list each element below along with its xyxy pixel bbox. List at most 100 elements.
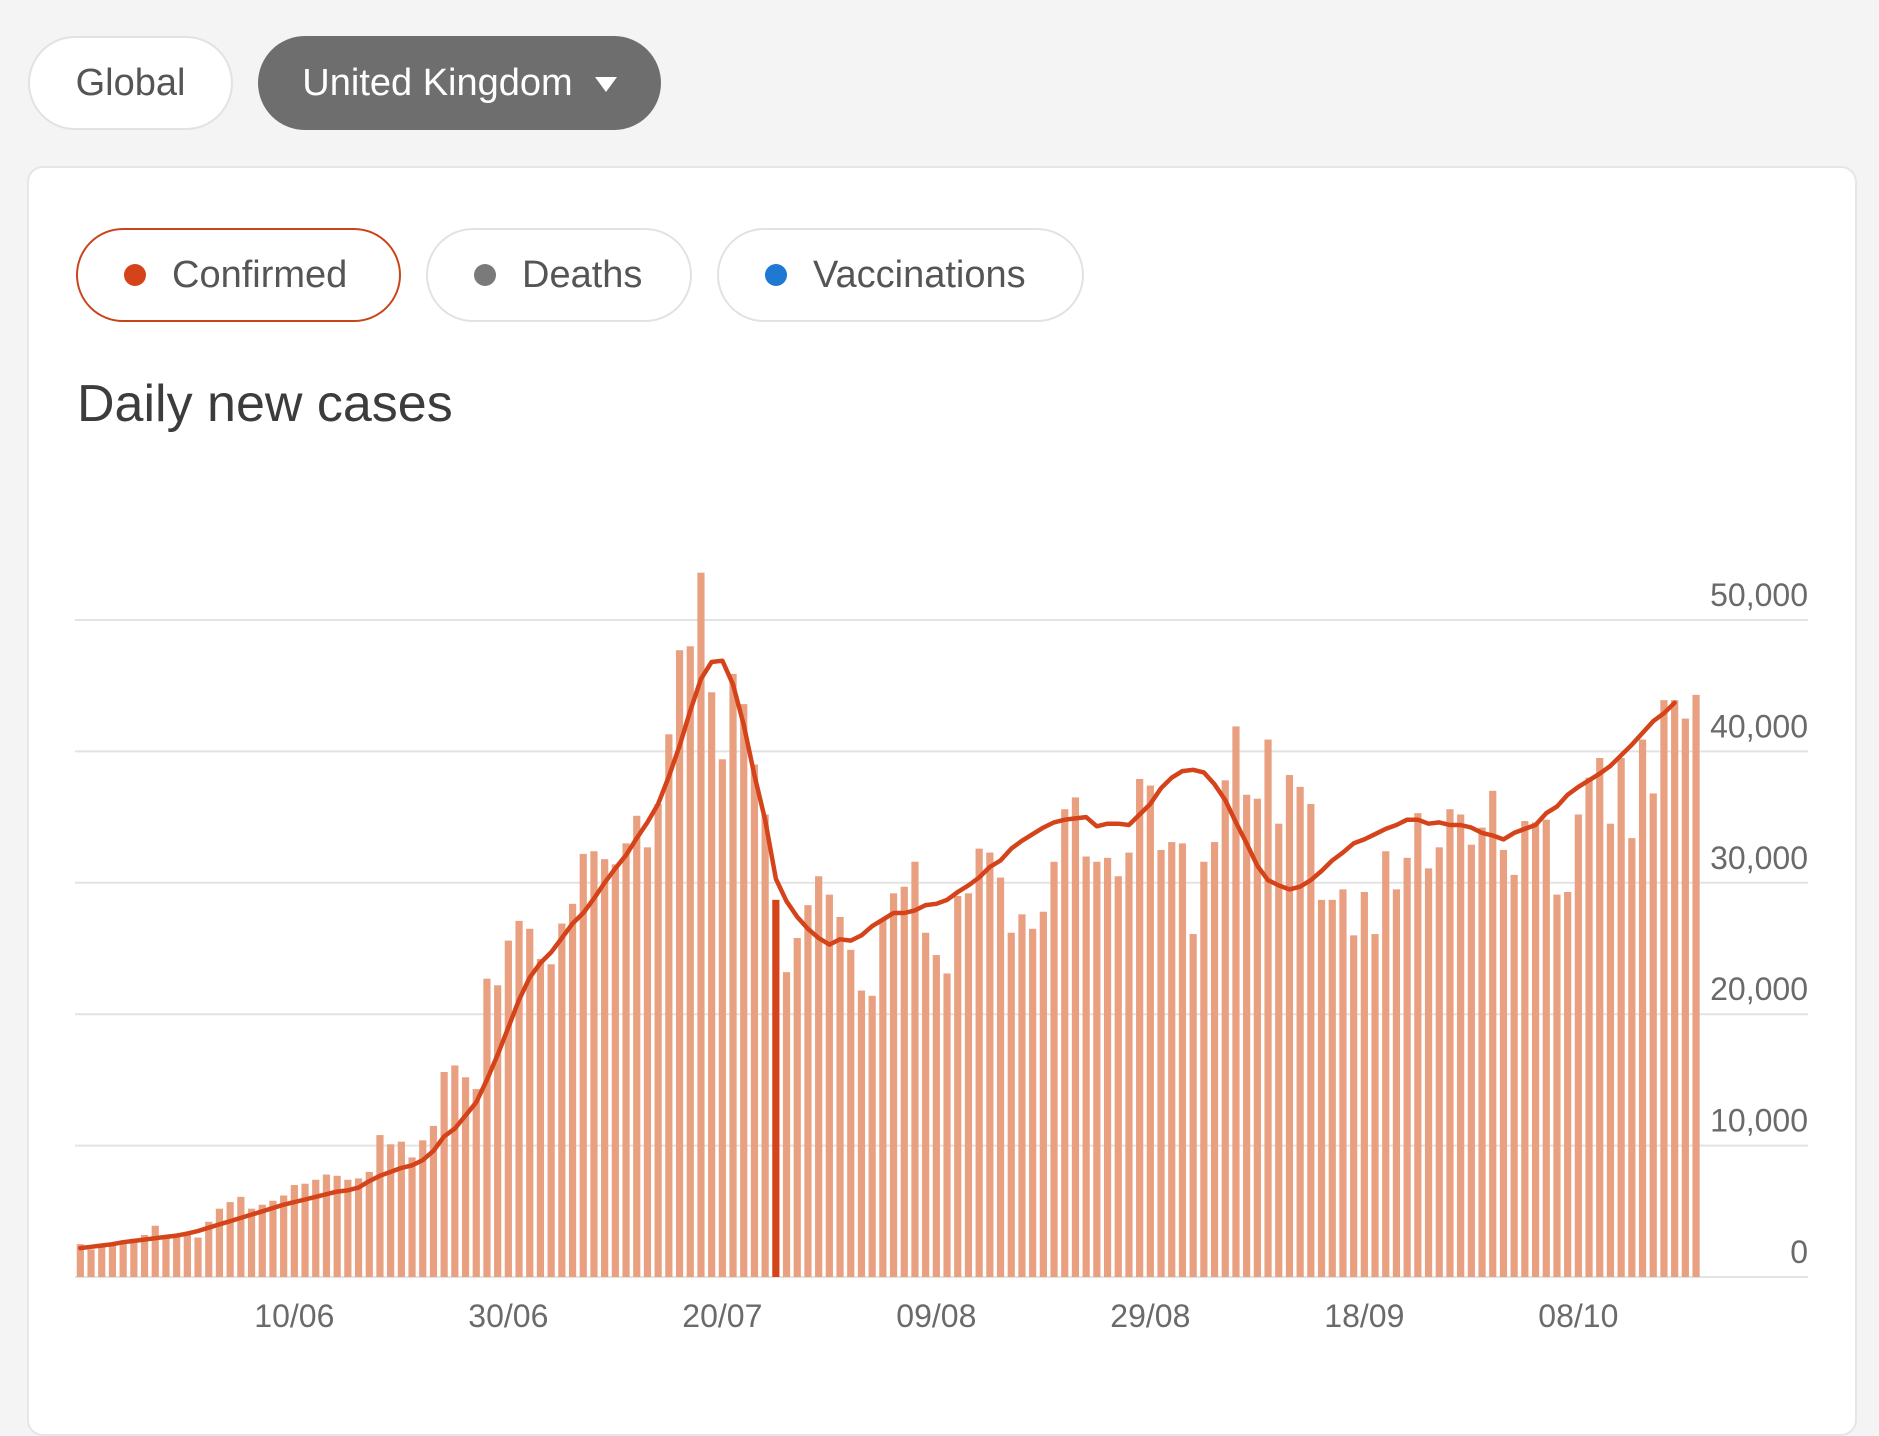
bar[interactable] (301, 1183, 309, 1277)
bar[interactable] (900, 886, 908, 1277)
bar[interactable] (665, 734, 673, 1277)
bar[interactable] (1168, 842, 1176, 1277)
bar[interactable] (1210, 842, 1219, 1277)
bar[interactable] (782, 972, 791, 1277)
bar[interactable] (376, 1135, 384, 1277)
bar[interactable] (547, 964, 555, 1277)
bar[interactable] (633, 815, 641, 1277)
bar[interactable] (1296, 786, 1304, 1277)
bar[interactable] (761, 814, 769, 1277)
bar[interactable] (344, 1179, 352, 1277)
bar[interactable] (1521, 821, 1529, 1277)
bar[interactable] (611, 864, 619, 1277)
bar[interactable] (1082, 856, 1090, 1277)
bar[interactable] (333, 1175, 341, 1277)
bar[interactable] (1660, 700, 1668, 1277)
bar[interactable] (1275, 823, 1283, 1277)
bar[interactable] (269, 1200, 277, 1277)
bar[interactable] (472, 1089, 480, 1277)
bar[interactable] (825, 894, 833, 1277)
bar[interactable] (1125, 852, 1133, 1277)
bar[interactable] (194, 1237, 202, 1277)
bar[interactable] (461, 1077, 470, 1277)
bar[interactable] (419, 1140, 427, 1277)
bar[interactable] (675, 650, 684, 1277)
bar[interactable] (729, 673, 737, 1277)
bar[interactable] (429, 1125, 438, 1277)
bar[interactable] (1585, 777, 1593, 1277)
bar[interactable] (1414, 813, 1422, 1277)
bar[interactable] (1553, 894, 1561, 1277)
bar[interactable] (622, 843, 630, 1277)
bar[interactable] (1285, 775, 1294, 1277)
bar[interactable] (1692, 694, 1700, 1277)
bar[interactable] (643, 847, 652, 1277)
bar[interactable] (740, 704, 748, 1277)
bar[interactable] (1681, 718, 1689, 1277)
bar[interactable] (889, 893, 898, 1277)
bar[interactable] (857, 990, 866, 1277)
bar[interactable] (686, 646, 694, 1277)
bar[interactable] (130, 1238, 138, 1277)
bar[interactable] (1382, 851, 1390, 1277)
bar[interactable] (1628, 838, 1636, 1277)
bar[interactable] (205, 1221, 213, 1277)
bar[interactable] (98, 1246, 106, 1277)
bar[interactable] (911, 861, 919, 1277)
bar[interactable] (183, 1233, 191, 1277)
bar[interactable] (162, 1236, 170, 1277)
bar[interactable] (1638, 739, 1647, 1277)
bar[interactable] (1531, 822, 1540, 1277)
bar[interactable] (975, 848, 983, 1277)
bar[interactable] (1424, 868, 1433, 1277)
bar[interactable] (1671, 700, 1679, 1277)
bar[interactable] (943, 973, 951, 1277)
bar[interactable] (793, 937, 801, 1277)
bar[interactable] (964, 893, 973, 1277)
bar[interactable] (365, 1171, 373, 1277)
bar[interactable] (558, 923, 566, 1277)
bar[interactable] (1489, 790, 1497, 1277)
bar[interactable] (868, 995, 876, 1277)
bar[interactable] (1136, 778, 1144, 1277)
vaccinations-tab[interactable]: Vaccinations (717, 228, 1084, 322)
bar[interactable] (322, 1174, 331, 1277)
bar[interactable] (1478, 827, 1486, 1277)
bar[interactable] (1146, 785, 1154, 1277)
bar[interactable] (173, 1234, 181, 1277)
bar-highlighted[interactable] (772, 899, 780, 1277)
bar[interactable] (408, 1157, 416, 1277)
bar[interactable] (1061, 809, 1069, 1277)
bar[interactable] (1446, 809, 1454, 1277)
bar[interactable] (312, 1179, 320, 1277)
bar[interactable] (1232, 726, 1240, 1277)
bar[interactable] (1007, 932, 1015, 1277)
bar[interactable] (1018, 914, 1026, 1277)
bar[interactable] (601, 859, 609, 1277)
bar[interactable] (1093, 861, 1101, 1277)
bar[interactable] (697, 572, 705, 1277)
bar[interactable] (879, 919, 887, 1277)
bar[interactable] (1596, 757, 1604, 1277)
bar[interactable] (815, 876, 823, 1277)
bar[interactable] (986, 852, 994, 1277)
bar[interactable] (387, 1144, 395, 1277)
bar[interactable] (1649, 793, 1657, 1277)
deaths-tab[interactable]: Deaths (426, 228, 692, 322)
bar[interactable] (922, 932, 930, 1277)
bar[interactable] (836, 916, 844, 1277)
bar[interactable] (215, 1208, 224, 1277)
bar[interactable] (87, 1249, 95, 1277)
bar[interactable] (1574, 814, 1582, 1277)
bar[interactable] (1542, 819, 1550, 1277)
bar[interactable] (151, 1225, 159, 1277)
bar[interactable] (1510, 874, 1518, 1277)
bar[interactable] (1328, 899, 1336, 1277)
bar[interactable] (354, 1178, 363, 1277)
bar[interactable] (140, 1234, 149, 1277)
bar[interactable] (76, 1244, 84, 1277)
bar[interactable] (1050, 861, 1058, 1277)
bar[interactable] (1360, 891, 1368, 1277)
bar[interactable] (1350, 935, 1358, 1277)
